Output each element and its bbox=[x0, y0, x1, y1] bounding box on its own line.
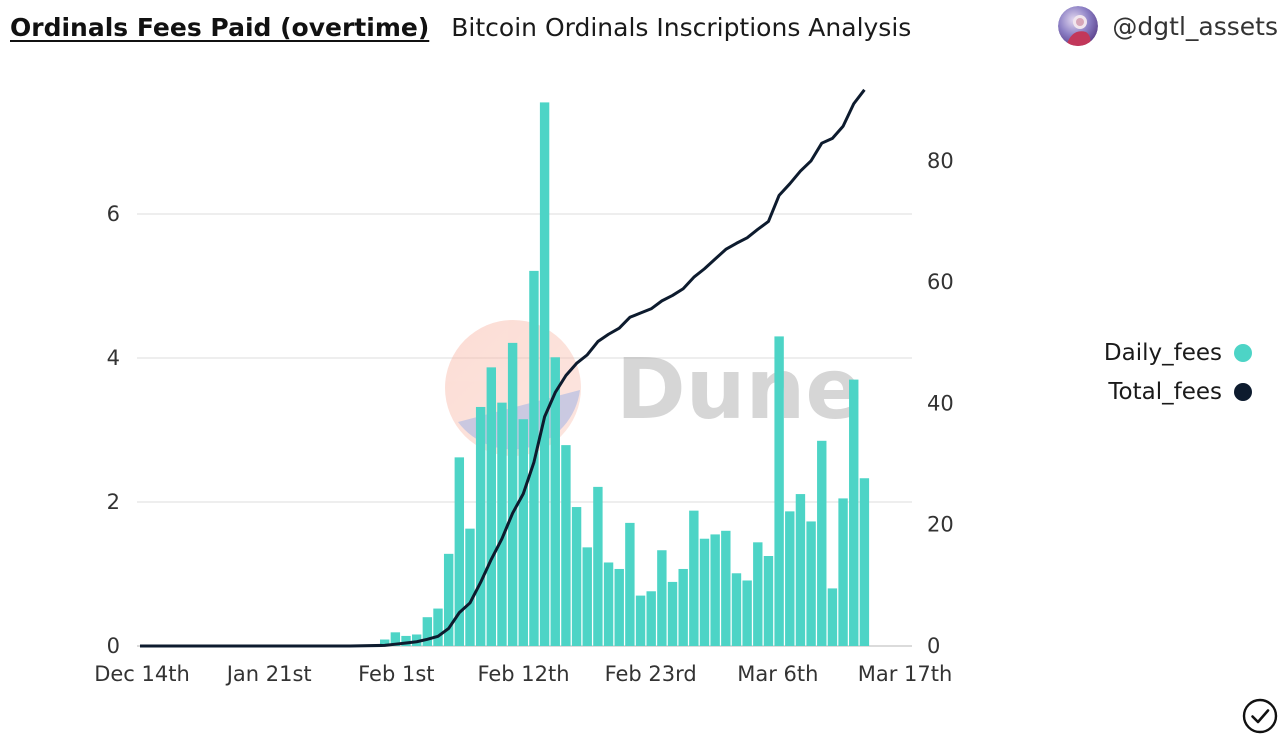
daily-fees-bar bbox=[859, 478, 870, 646]
dune-watermark-text: Dune bbox=[616, 340, 862, 438]
daily-fees-bar bbox=[657, 550, 667, 646]
left-tick-label: 0 bbox=[107, 634, 120, 658]
legend-item-total-fees[interactable]: Total_fees bbox=[1104, 372, 1252, 411]
x-tick-label: Mar 6th bbox=[737, 662, 818, 686]
right-tick-label: 0 bbox=[927, 634, 940, 658]
right-tick-label: 80 bbox=[927, 149, 954, 173]
daily-fees-bar bbox=[817, 440, 827, 646]
daily-fees-bar bbox=[699, 538, 710, 646]
chart-title[interactable]: Ordinals Fees Paid (overtime) bbox=[10, 12, 430, 42]
daily-fees-bar bbox=[785, 511, 795, 646]
dune-watermark: Dune bbox=[445, 320, 862, 456]
daily-fees-bar bbox=[753, 542, 763, 646]
daily-fees-bar bbox=[422, 617, 433, 646]
left-axis-ticks: 0 2 4 6 bbox=[107, 202, 120, 658]
daily-fees-bar bbox=[646, 591, 656, 646]
daily-fees-bar bbox=[561, 445, 571, 646]
daily-fees-bar bbox=[731, 573, 742, 646]
author-name: @dgtl_assets bbox=[1112, 11, 1278, 41]
daily-fees-bar bbox=[390, 632, 401, 646]
daily-fees-bar bbox=[635, 595, 646, 646]
right-tick-label: 60 bbox=[927, 270, 954, 294]
daily-fees-bar bbox=[614, 568, 624, 646]
daily-fees-bar bbox=[838, 498, 848, 646]
legend-label: Total_fees bbox=[1108, 378, 1222, 405]
daily-fees-bar bbox=[539, 102, 550, 646]
daily-fees-bar bbox=[571, 507, 582, 646]
daily-fees-bar bbox=[433, 608, 443, 646]
daily-fees-bar bbox=[486, 367, 496, 646]
avatar bbox=[1058, 6, 1099, 46]
legend: Daily_fees Total_fees bbox=[1104, 333, 1252, 411]
daily-fees-bar bbox=[710, 534, 720, 646]
daily-fees-bar bbox=[603, 562, 614, 646]
daily-fees-bar bbox=[550, 357, 560, 646]
daily-fees-bar bbox=[401, 635, 411, 646]
legend-dot bbox=[1234, 343, 1252, 362]
daily-fees-bar bbox=[806, 521, 816, 646]
left-tick-label: 4 bbox=[107, 346, 120, 370]
chart-header: Ordinals Fees Paid (overtime) Bitcoin Or… bbox=[10, 8, 911, 46]
daily-fees-bar bbox=[507, 342, 518, 646]
right-axis-ticks: 0 20 40 60 80 bbox=[927, 149, 954, 658]
x-tick-label: Dec 14th bbox=[94, 662, 190, 686]
left-tick-label: 6 bbox=[107, 202, 120, 226]
daily-fees-bar bbox=[678, 568, 688, 646]
daily-fees-bars bbox=[380, 102, 870, 646]
daily-fees-bar bbox=[380, 639, 390, 646]
daily-fees-bar bbox=[774, 336, 784, 646]
x-tick-label: Feb 12th bbox=[477, 662, 569, 686]
daily-fees-bar bbox=[849, 379, 859, 646]
daily-fees-bar bbox=[497, 402, 507, 646]
legend-dot bbox=[1234, 382, 1252, 401]
daily-fees-bar bbox=[582, 547, 592, 646]
left-tick-label: 2 bbox=[107, 490, 120, 514]
daily-fees-bar bbox=[593, 486, 603, 646]
x-tick-label: Jan 21st bbox=[225, 662, 312, 686]
right-tick-label: 40 bbox=[927, 391, 954, 415]
right-tick-label: 20 bbox=[927, 513, 954, 537]
daily-fees-bar bbox=[443, 553, 454, 646]
chart-subtitle: Bitcoin Ordinals Inscriptions Analysis bbox=[451, 12, 912, 42]
legend-label: Daily_fees bbox=[1103, 339, 1222, 366]
avatar-image-icon bbox=[1058, 6, 1099, 46]
daily-fees-bar bbox=[667, 581, 678, 646]
x-axis-ticks: Dec 14th Jan 21st Feb 1st Feb 12th Feb 23rd M… bbox=[94, 662, 952, 686]
legend-item-daily-fees[interactable]: Daily_fees bbox=[1104, 333, 1252, 372]
daily-fees-bar bbox=[465, 528, 475, 646]
daily-fees-bar bbox=[795, 494, 806, 646]
daily-fees-bar bbox=[721, 530, 731, 646]
check-circle-icon[interactable] bbox=[1242, 698, 1278, 734]
daily-fees-bar bbox=[689, 510, 699, 646]
x-tick-label: Feb 1st bbox=[358, 662, 434, 686]
x-tick-label: Feb 23rd bbox=[605, 662, 697, 686]
daily-fees-bar bbox=[827, 588, 838, 646]
daily-fees-bar bbox=[475, 406, 486, 646]
total-fees-line bbox=[140, 88, 866, 648]
daily-fees-bar bbox=[454, 457, 465, 646]
author-link[interactable]: @dgtl_assets bbox=[1058, 6, 1278, 46]
daily-fees-bar bbox=[763, 556, 774, 646]
daily-fees-bar bbox=[742, 580, 752, 646]
daily-fees-bar bbox=[518, 419, 528, 646]
x-tick-label: Mar 17th bbox=[858, 662, 953, 686]
daily-fees-bar bbox=[625, 522, 635, 646]
